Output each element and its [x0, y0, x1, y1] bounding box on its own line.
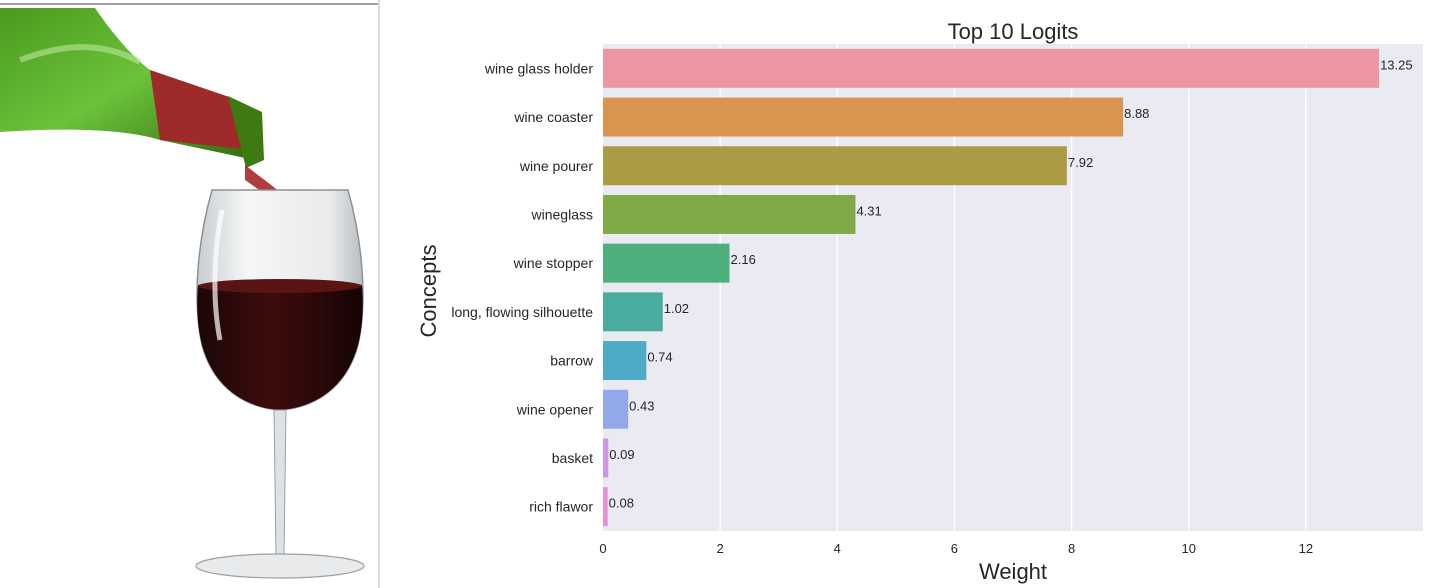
wineglass-graphic: [195, 189, 365, 579]
value-label: 2.16: [731, 252, 756, 267]
category-label: wine glass holder: [484, 60, 594, 76]
category-label: wine opener: [516, 401, 594, 417]
x-tick-label: 8: [1068, 541, 1075, 556]
value-labels: 13.25 8.88 7.92 4.31 2.16 1.02 0.74 0.43 0.09 0.0…: [609, 57, 1413, 510]
value-label: 13.25: [1380, 57, 1413, 72]
value-label: 0.08: [609, 496, 634, 511]
x-tick-label: 12: [1299, 541, 1313, 556]
bar: [603, 48, 1380, 88]
bottle-graphic: [0, 8, 264, 168]
value-label: 0.09: [609, 447, 634, 462]
bar: [603, 292, 663, 332]
category-label: barrow: [550, 353, 594, 369]
value-label: 4.31: [856, 203, 881, 218]
x-tick-label: 10: [1181, 541, 1195, 556]
category-label: long, flowing silhouette: [451, 304, 593, 320]
x-tick-label: 6: [951, 541, 958, 556]
value-label: 0.43: [629, 398, 654, 413]
value-label: 7.92: [1068, 155, 1093, 170]
bar: [603, 487, 608, 527]
category-label: wine stopper: [513, 255, 594, 271]
category-label: basket: [552, 450, 593, 466]
value-label: 8.88: [1124, 106, 1149, 121]
bar: [603, 97, 1124, 137]
x-tick-label: 2: [717, 541, 724, 556]
x-tick-label: 0: [599, 541, 606, 556]
category-label: wine coaster: [513, 109, 593, 125]
bar: [603, 243, 730, 283]
bar: [603, 146, 1067, 186]
bar: [603, 438, 609, 478]
x-axis-title: Weight: [979, 559, 1047, 584]
category-labels: wine glass holder wine coaster wine pourer…: [451, 60, 594, 514]
bar: [603, 341, 647, 381]
category-label: wine pourer: [519, 158, 593, 174]
y-axis-title: Concepts: [416, 245, 441, 338]
bars: [603, 48, 1380, 527]
x-tick-label: 4: [834, 541, 841, 556]
value-label: 0.74: [647, 350, 672, 365]
category-label: wineglass: [531, 206, 593, 222]
bar: [603, 389, 629, 429]
chart-title: Top 10 Logits: [948, 19, 1079, 44]
wine-pouring-photo: [0, 0, 380, 588]
value-label: 1.02: [664, 301, 689, 316]
category-label: rich flawor: [529, 499, 593, 515]
bar: [603, 194, 856, 234]
x-ticks: 0 2 4 6 8 10 12: [599, 541, 1313, 556]
